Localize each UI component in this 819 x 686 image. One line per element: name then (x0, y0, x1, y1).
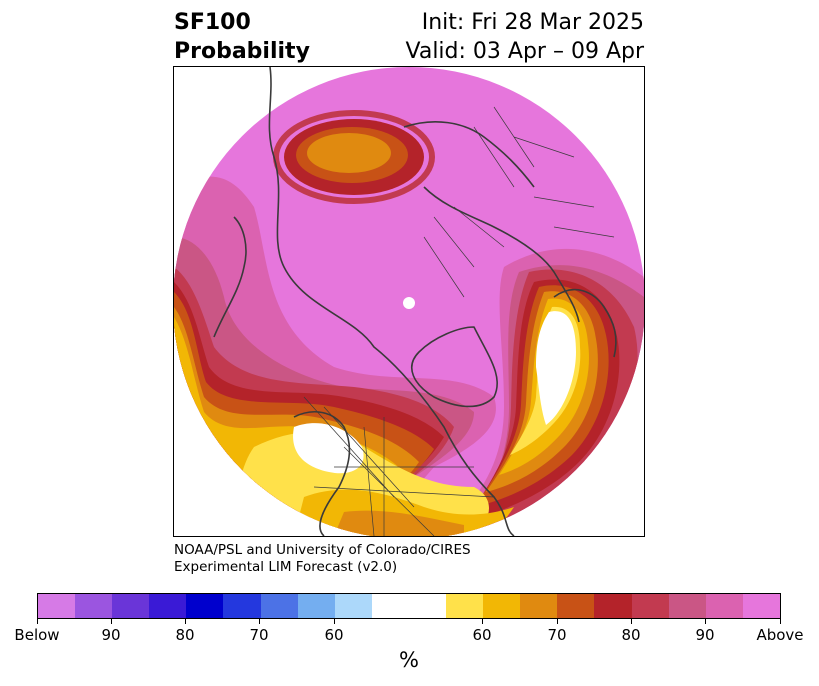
north-pole-marker (403, 297, 415, 309)
colorbar-segment (668, 594, 706, 618)
colorbar-segment (149, 594, 187, 618)
colorbar-segment (260, 594, 298, 618)
colorbar-segment (520, 594, 558, 618)
colorbar-segment (186, 594, 224, 618)
colorbar-tickmark (334, 619, 335, 624)
colorbar-tickmark (111, 619, 112, 624)
colorbar-segment (705, 594, 743, 618)
colorbar-segment (371, 594, 447, 618)
colorbar-segment (557, 594, 595, 618)
title-line-1: SF100 (174, 10, 251, 35)
map-panel (173, 66, 645, 537)
colorbar-tick-label: 90 (101, 626, 121, 644)
colorbar-segment (75, 594, 113, 618)
shade-neutral-east (536, 311, 576, 425)
shade-above-65-top (307, 133, 391, 173)
colorbar-segment (483, 594, 521, 618)
colorbar-tick-label: Above (756, 626, 804, 644)
colorbar-tickmark (259, 619, 260, 624)
colorbar-tick-label: 80 (175, 626, 195, 644)
colorbar-tick-label: 60 (472, 626, 492, 644)
colorbar-tickmark (482, 619, 483, 624)
colorbar-tick-label: 90 (695, 626, 715, 644)
colorbar-segment (594, 594, 632, 618)
colorbar-segment (742, 594, 780, 618)
colorbar-segment (38, 594, 76, 618)
valid-range: Valid: 03 Apr – 09 Apr (405, 39, 645, 64)
colorbar-segment (297, 594, 335, 618)
colorbar-tick-label: 70 (547, 626, 567, 644)
colorbar-tickmark (185, 619, 186, 624)
colorbar-tick-label: 60 (324, 626, 344, 644)
colorbar (37, 593, 781, 619)
political-borders (303, 106, 615, 536)
colorbar-tickmark (705, 619, 706, 624)
map-title: SF100 Probability (174, 8, 310, 66)
colorbar-units: % (399, 648, 419, 672)
colorbar-tick-label: Below (14, 626, 60, 644)
credit-text: NOAA/PSL and University of Colorado/CIRE… (174, 542, 471, 576)
title-line-2: Probability (174, 39, 310, 64)
shade-neutral-south (293, 423, 364, 474)
polar-map (174, 67, 644, 536)
colorbar-segment (446, 594, 484, 618)
colorbar-segment (334, 594, 372, 618)
credit-line-2: Experimental LIM Forecast (v2.0) (174, 559, 398, 575)
init-date: Init: Fri 28 Mar 2025 (421, 10, 644, 35)
colorbar-segment (112, 594, 150, 618)
colorbar-tickmark (631, 619, 632, 624)
shade-above-65-south (334, 510, 464, 536)
shade-above-80-top-ring (273, 110, 435, 204)
forecast-dates: Init: Fri 28 Mar 2025 Valid: 03 Apr – 09… (406, 8, 645, 66)
colorbar-tickmark (37, 619, 38, 624)
colorbar-segment (631, 594, 669, 618)
colorbar-tickmark (557, 619, 558, 624)
colorbar-tick-label: 80 (621, 626, 641, 644)
colorbar-tickmark (780, 619, 781, 624)
coastlines (213, 67, 617, 536)
colorbar-segment (223, 594, 261, 618)
colorbar-tick-label: 70 (249, 626, 269, 644)
credit-line-1: NOAA/PSL and University of Colorado/CIRE… (174, 542, 471, 558)
